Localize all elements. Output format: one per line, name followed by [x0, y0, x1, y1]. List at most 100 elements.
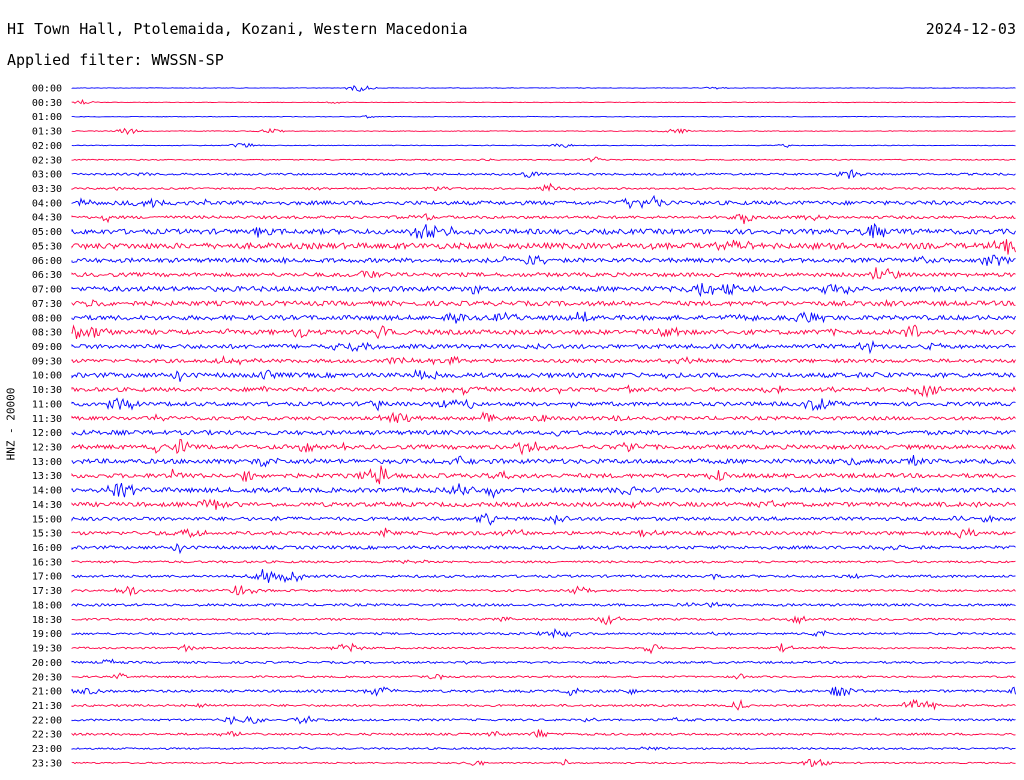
row-time-label: 21:00	[32, 687, 62, 698]
seismic-trace-0100	[71, 114, 1016, 119]
row-time-label: 07:30	[32, 299, 62, 310]
row-time-label: 15:00	[32, 514, 62, 525]
seismic-trace-1730	[71, 585, 1016, 597]
row-time-label: 14:00	[32, 486, 62, 497]
date-label: 2024-12-03	[925, 20, 1016, 38]
seismic-trace-1600	[71, 543, 1016, 555]
row-time-label: 23:00	[32, 744, 62, 755]
row-time-label: 10:30	[32, 385, 62, 396]
seismic-trace-0730	[71, 298, 1016, 308]
seismic-trace-1000	[71, 368, 1016, 382]
seismic-trace-1200	[71, 429, 1016, 437]
seismic-trace-1830	[71, 614, 1016, 626]
seismic-trace-1030	[71, 384, 1016, 399]
seismic-trace-0400	[71, 194, 1016, 210]
row-time-label: 01:30	[32, 127, 62, 138]
row-time-label: 16:30	[32, 557, 62, 568]
row-time-label: 06:30	[32, 270, 62, 281]
row-time-label: 12:30	[32, 443, 62, 454]
seismic-trace-1100	[71, 397, 1016, 412]
row-time-label: 04:00	[32, 198, 62, 209]
row-time-label: 17:30	[32, 586, 62, 597]
row-time-label: 04:30	[32, 213, 62, 224]
row-time-label: 17:00	[32, 572, 62, 583]
seismic-trace-1430	[71, 498, 1016, 510]
seismic-trace-2200	[71, 715, 1016, 726]
seismic-trace-1630	[71, 559, 1016, 565]
row-time-label: 14:30	[32, 500, 62, 511]
row-time-label: 18:00	[32, 600, 62, 611]
seismic-trace-2100	[71, 686, 1016, 697]
seismic-trace-0300	[71, 169, 1016, 179]
seismic-trace-2000	[71, 658, 1016, 665]
seismic-trace-0600	[71, 254, 1016, 266]
row-time-label: 08:30	[32, 328, 62, 339]
seismic-trace-0900	[71, 339, 1016, 355]
row-time-label: 10:00	[32, 371, 62, 382]
seismic-trace-0200	[71, 142, 1016, 148]
row-time-label: 05:00	[32, 227, 62, 238]
row-time-label: 23:30	[32, 758, 62, 769]
row-time-label: 20:30	[32, 672, 62, 683]
seismic-trace-0330	[71, 182, 1016, 192]
row-time-label: 21:30	[32, 701, 62, 712]
seismic-trace-0800	[71, 311, 1016, 324]
row-time-label: 11:00	[32, 399, 62, 410]
seismic-trace-0430	[71, 213, 1016, 225]
seismic-trace-1130	[71, 411, 1016, 424]
seismic-trace-0530	[71, 239, 1016, 255]
seismic-trace-0630	[71, 267, 1016, 280]
seismic-trace-2230	[71, 729, 1016, 739]
seismic-trace-0830	[71, 324, 1016, 340]
seismic-trace-1800	[71, 601, 1016, 608]
seismic-trace-0000	[71, 84, 1016, 92]
station-title: HI Town Hall, Ptolemaida, Kozani, Wester…	[7, 20, 468, 38]
row-time-label: 18:30	[32, 615, 62, 626]
seismic-trace-1500	[71, 512, 1016, 526]
row-time-label: 22:30	[32, 730, 62, 741]
row-time-label: 11:30	[32, 414, 62, 425]
seismic-trace-1530	[71, 527, 1016, 539]
row-time-label: 02:00	[32, 141, 62, 152]
row-time-label: 22:00	[32, 715, 62, 726]
filter-label: Applied filter: WWSSN-SP	[7, 51, 224, 69]
row-time-label: 12:00	[32, 428, 62, 439]
seismic-trace-1300	[71, 455, 1016, 468]
row-time-label: 08:00	[32, 313, 62, 324]
row-time-label: 03:00	[32, 170, 62, 181]
seismic-trace-1230	[71, 438, 1016, 456]
seismic-trace-0930	[71, 354, 1016, 366]
row-time-label: 05:30	[32, 241, 62, 252]
seismic-trace-0130	[71, 127, 1016, 136]
seismic-trace-2130	[71, 698, 1016, 711]
seismic-trace-0700	[71, 282, 1016, 298]
row-time-label: 00:30	[32, 98, 62, 109]
row-time-label: 00:00	[32, 84, 62, 95]
row-time-label: 09:30	[32, 356, 62, 367]
seismic-trace-1930	[71, 642, 1016, 655]
seismic-trace-2330	[71, 758, 1016, 767]
seismic-trace-0500	[71, 222, 1016, 239]
row-time-label: 13:30	[32, 471, 62, 482]
row-time-label: 07:00	[32, 285, 62, 296]
seismic-trace-1330	[71, 465, 1016, 485]
row-time-label: 02:30	[32, 155, 62, 166]
seismic-trace-1400	[71, 482, 1016, 499]
row-time-label: 20:00	[32, 658, 62, 669]
seismic-trace-2030	[71, 672, 1016, 681]
row-time-label: 03:30	[32, 184, 62, 195]
seismic-trace-0030	[71, 98, 1016, 105]
row-time-label: 15:30	[32, 529, 62, 540]
row-time-label: 01:00	[32, 112, 62, 123]
seismic-trace-2300	[71, 746, 1016, 751]
seismic-trace-1900	[71, 628, 1016, 639]
row-time-label: 13:00	[32, 457, 62, 468]
seismic-trace-1700	[71, 569, 1016, 584]
row-time-label: 19:30	[32, 644, 62, 655]
seismic-trace-0230	[71, 156, 1016, 163]
row-time-label: 09:00	[32, 342, 62, 353]
row-time-label: 16:00	[32, 543, 62, 554]
row-time-label: 19:00	[32, 629, 62, 640]
row-time-label: 06:00	[32, 256, 62, 267]
